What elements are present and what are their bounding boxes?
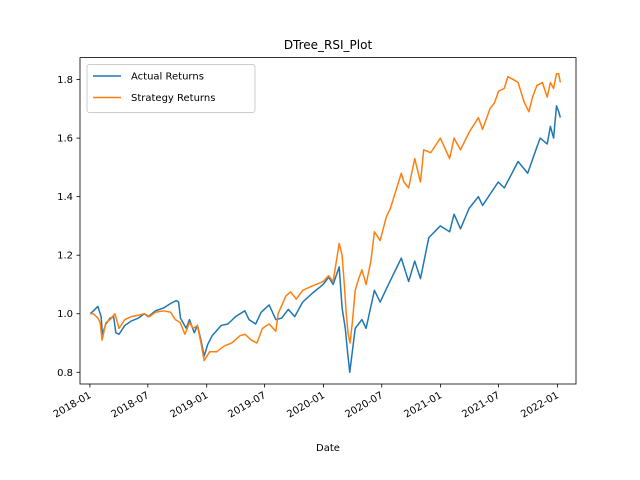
legend: Actual Returns Strategy Returns <box>86 64 256 113</box>
x-axis-label: Date <box>316 443 340 454</box>
y-tick-label: 1.0 <box>57 309 73 320</box>
y-tick-label: 1.6 <box>57 134 73 145</box>
legend-label-actual-returns: Actual Returns <box>131 72 204 83</box>
chart-title: DTree_RSI_Plot <box>284 38 373 52</box>
y-tick-label: 1.2 <box>57 251 73 262</box>
series-line-strategy-returns <box>90 72 562 362</box>
legend-label-strategy-returns: Strategy Returns <box>131 93 215 104</box>
y-axis: 0.8 1.0 1.2 1.4 1.6 1.8 <box>57 75 80 379</box>
legend-box <box>86 64 256 113</box>
axes-frame <box>79 57 577 385</box>
y-tick-label: 0.8 <box>57 368 73 379</box>
y-tick-label: 1.8 <box>57 75 73 86</box>
plot-area <box>89 72 562 374</box>
y-tick-label: 1.4 <box>57 192 73 203</box>
